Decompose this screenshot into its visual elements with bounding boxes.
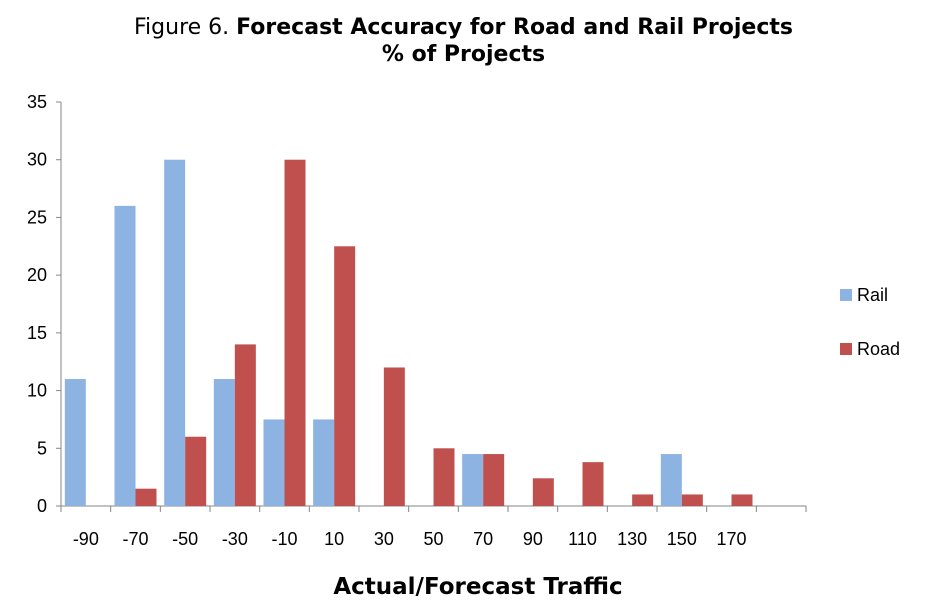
legend-label-rail: Rail bbox=[857, 285, 888, 305]
chart-subtitle: % of Projects bbox=[381, 42, 546, 67]
bar-rail bbox=[462, 454, 484, 506]
bar-road bbox=[185, 436, 207, 506]
bar-road bbox=[284, 159, 306, 506]
x-tick-label: -50 bbox=[172, 529, 198, 549]
x-tick-label: 30 bbox=[374, 529, 394, 549]
bar-rail bbox=[660, 454, 682, 506]
bar-road bbox=[681, 494, 703, 506]
bar-rail bbox=[164, 159, 186, 506]
y-tick-label: 20 bbox=[27, 265, 47, 285]
x-tick-label: 10 bbox=[324, 529, 344, 549]
y-tick-label: 5 bbox=[37, 438, 47, 458]
x-tick-label: 150 bbox=[667, 529, 697, 549]
y-tick-label: 30 bbox=[27, 150, 47, 170]
bar-rail bbox=[64, 379, 86, 506]
bar-road bbox=[383, 367, 405, 506]
bar-road bbox=[234, 344, 256, 506]
x-axis-label: Actual/Forecast Traffic bbox=[333, 574, 622, 600]
x-tick-label: 50 bbox=[423, 529, 443, 549]
bar-road bbox=[135, 488, 157, 506]
y-tick-labels: 0 5 10 15 20 25 30 35 bbox=[27, 92, 47, 516]
chart-title: Figure 6. Forecast Accuracy for Road and… bbox=[0, 14, 927, 68]
x-tick-label: -70 bbox=[122, 529, 148, 549]
bar-rail bbox=[213, 379, 235, 506]
x-tick-labels: -90 -70 -50 -30 -10 10 30 50 70 90 110 130 150 170 bbox=[73, 529, 747, 549]
legend-swatch-rail bbox=[840, 289, 852, 301]
bar-road bbox=[483, 454, 505, 506]
bar-road bbox=[731, 494, 753, 506]
bars bbox=[64, 159, 753, 507]
y-tick-label: 0 bbox=[37, 496, 47, 516]
bar-rail bbox=[114, 205, 136, 506]
x-tick-label: 90 bbox=[523, 529, 543, 549]
x-tick-label: -10 bbox=[271, 529, 297, 549]
bar-road bbox=[582, 462, 604, 506]
bar-rail bbox=[263, 419, 285, 506]
y-tick-label: 15 bbox=[27, 323, 47, 343]
y-tick-label: 25 bbox=[27, 207, 47, 227]
bar-rail bbox=[313, 419, 335, 506]
legend-label-road: Road bbox=[857, 339, 900, 359]
x-tick-label: 110 bbox=[568, 529, 597, 549]
x-tick-label: 130 bbox=[617, 529, 647, 549]
x-tick-label: 170 bbox=[716, 529, 746, 549]
x-tick-label: -90 bbox=[73, 529, 99, 549]
x-tick-label: 70 bbox=[473, 529, 493, 549]
bar-road bbox=[632, 494, 654, 506]
title-main: Forecast Accuracy for Road and Rail Proj… bbox=[236, 15, 793, 40]
bar-road bbox=[334, 246, 356, 507]
bar-road bbox=[532, 478, 554, 506]
title-line-1: Figure 6. Forecast Accuracy for Road and… bbox=[0, 14, 927, 41]
y-tick-label: 10 bbox=[27, 381, 47, 401]
legend-swatch-road bbox=[840, 343, 852, 355]
title-prefix: Figure 6. bbox=[134, 15, 230, 40]
x-tick-label: -30 bbox=[222, 529, 248, 549]
bar-road bbox=[433, 448, 455, 506]
y-tick-label: 35 bbox=[27, 92, 47, 112]
legend: Rail Road bbox=[840, 285, 900, 359]
